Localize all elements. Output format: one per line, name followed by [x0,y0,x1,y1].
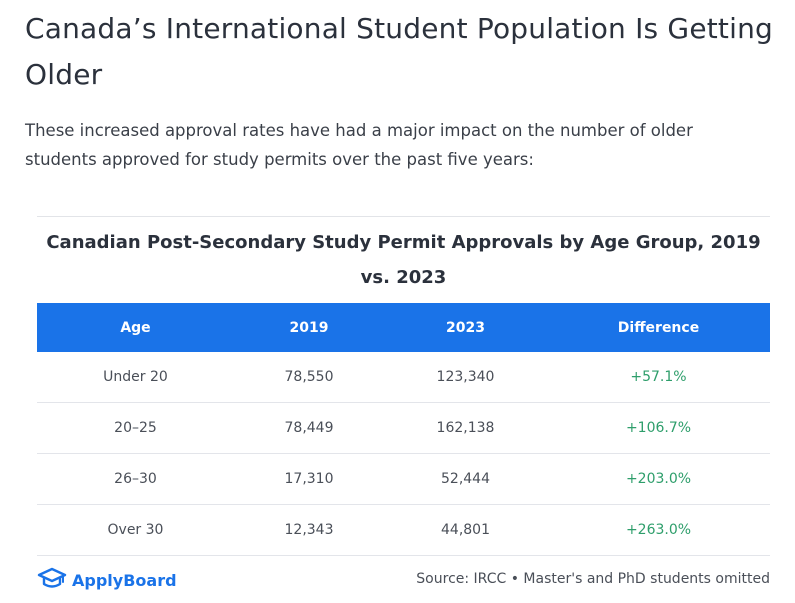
value-2019-cell: 78,449 [234,402,384,454]
figure-title: Canadian Post-Secondary Study Permit App… [46,232,761,288]
value-2019-cell: 12,343 [234,504,384,556]
applyboard-logo[interactable]: ApplyBoard [37,567,177,594]
source-note: Source: IRCC • Master's and PhD students… [416,571,770,587]
age-cell: Under 20 [37,352,234,403]
value-2023-cell: 162,138 [384,402,547,454]
value-2023-cell: 52,444 [384,453,547,505]
column-header-2023: 2023 [384,303,547,352]
difference-cell: +203.0% [547,453,770,505]
table-row: Over 30 12,343 44,801 +263.0% [37,504,770,556]
table-row: 20–25 78,449 162,138 +106.7% [37,402,770,454]
table-row: 26–30 17,310 52,444 +203.0% [37,453,770,505]
column-header-2019: 2019 [234,303,384,352]
figure-footer: ApplyBoard Source: IRCC • Master's and P… [37,567,770,597]
table-header-row: Age 2019 2023 Difference [37,303,770,352]
graduation-cap-icon [37,567,67,594]
logo-text: ApplyBoard [72,571,177,590]
value-2019-cell: 78,550 [234,352,384,403]
age-cell: Over 30 [37,504,234,556]
value-2023-cell: 44,801 [384,504,547,556]
value-2019-cell: 17,310 [234,453,384,505]
age-cell: 20–25 [37,402,234,454]
headline: Canada’s International Student Populatio… [25,12,773,91]
difference-cell: +106.7% [547,402,770,454]
difference-cell: +57.1% [547,352,770,403]
intro-paragraph: These increased approval rates have had … [25,121,693,169]
value-2023-cell: 123,340 [384,352,547,403]
difference-cell: +263.0% [547,504,770,556]
column-header-age: Age [37,303,234,352]
column-header-difference: Difference [547,303,770,352]
data-figure: Canadian Post-Secondary Study Permit App… [37,216,770,603]
age-cell: 26–30 [37,453,234,505]
approvals-table: Age 2019 2023 Difference Under 20 78,550… [37,303,770,556]
table-row: Under 20 78,550 123,340 +57.1% [37,352,770,403]
